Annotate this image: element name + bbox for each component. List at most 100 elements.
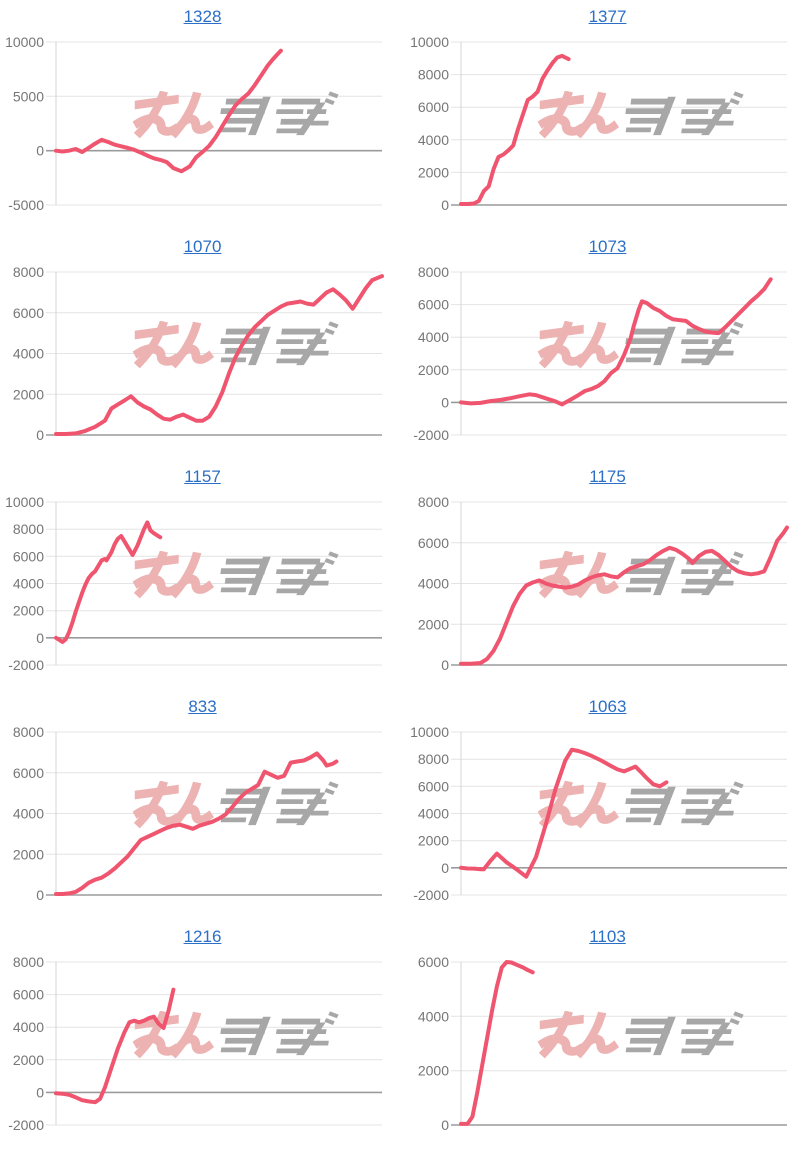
line-chart: 10000 8000 6000 4000 2000 0 -2000: [5, 494, 382, 673]
y-tick-label: -2000: [8, 657, 44, 673]
y-tick-label: 5000: [13, 88, 44, 104]
chart-cell: 1175 8000 6000 4000 2000 0: [405, 460, 810, 690]
y-tick-label: 8000: [418, 264, 449, 280]
data-line: [459, 747, 669, 879]
chart-cell: 1216 8000 6000 4000 2000 0 -2000: [0, 920, 405, 1150]
data-line: [54, 520, 163, 644]
y-tick-label: 2000: [13, 1052, 44, 1068]
y-tick-label: 4000: [418, 132, 449, 148]
data-line: [459, 525, 789, 666]
chart-cell: 1103 6000 4000 2000 0: [405, 920, 810, 1150]
line-chart: 8000 6000 4000 2000 0 -2000: [413, 264, 787, 443]
y-tick-label: 8000: [418, 494, 449, 510]
y-tick-label: 0: [36, 427, 44, 443]
chart-title-link[interactable]: 1063: [588, 697, 627, 716]
line-chart: 8000 6000 4000 2000 0 -2000: [8, 954, 382, 1133]
y-tick-label: 4000: [13, 1019, 44, 1035]
y-tick-label: 0: [36, 630, 44, 646]
y-tick-label: 0: [441, 657, 449, 673]
y-tick-label: 2000: [13, 386, 44, 402]
chart-title-link[interactable]: 1216: [183, 927, 222, 946]
minkabu-watermark-icon: [135, 91, 339, 135]
y-tick-label: 6000: [418, 297, 449, 313]
chart-cell: 1157 10000 8000 6000 4000 2000 0 -2000: [0, 460, 405, 690]
chart-cell: 1328 10000 5000 0 -5000: [0, 0, 405, 230]
y-tick-label: 6000: [13, 548, 44, 564]
y-tick-label: 4000: [13, 346, 44, 362]
chart-title-link[interactable]: 833: [188, 697, 217, 716]
y-tick-label: 6000: [13, 765, 44, 781]
chart-title-link[interactable]: 1157: [184, 467, 221, 486]
minkabu-watermark-icon: [540, 1011, 744, 1055]
y-tick-label: 10000: [5, 34, 44, 50]
chart-title-link[interactable]: 1175: [589, 467, 626, 486]
chart-title-link[interactable]: 1103: [589, 927, 626, 946]
data-line: [54, 987, 176, 1105]
y-tick-label: 4000: [418, 806, 449, 822]
y-tick-label: 0: [441, 394, 449, 410]
y-tick-label: 4000: [13, 806, 44, 822]
y-tick-label: 2000: [418, 616, 449, 632]
minkabu-watermark-icon: [135, 551, 339, 595]
minkabu-watermark-icon: [540, 781, 744, 825]
data-line: [459, 960, 535, 1126]
y-tick-label: -2000: [413, 427, 449, 443]
y-tick-label: 0: [441, 1117, 449, 1133]
data-line: [459, 53, 571, 206]
chart-title-link[interactable]: 1328: [183, 7, 222, 26]
y-tick-label: 6000: [418, 778, 449, 794]
y-tick-label: 4000: [418, 329, 449, 345]
y-tick-label: 8000: [418, 67, 449, 83]
y-tick-label: 0: [36, 143, 44, 159]
chart-cell: 1063 10000 8000 6000 4000 2000 0 -2000: [405, 690, 810, 920]
minkabu-watermark-icon: [540, 91, 744, 135]
chart-title-link[interactable]: 1377: [588, 7, 627, 26]
y-tick-label: 10000: [5, 494, 44, 510]
chart-cell: 1070 8000 6000 4000 2000 0: [0, 230, 405, 460]
data-line: [54, 751, 339, 896]
line-chart: 10000 5000 0 -5000: [5, 34, 382, 213]
line-chart: 8000 6000 4000 2000 0: [13, 724, 382, 903]
y-tick-label: 2000: [418, 362, 449, 378]
y-tick-label: 8000: [13, 954, 44, 970]
y-tick-label: 8000: [13, 264, 44, 280]
data-line: [54, 48, 283, 174]
y-tick-label: 4000: [418, 1008, 449, 1024]
y-tick-label: 0: [36, 1084, 44, 1100]
y-tick-label: -5000: [8, 197, 44, 213]
y-tick-label: 10000: [410, 34, 449, 50]
y-tick-label: 2000: [418, 833, 449, 849]
data-line: [54, 274, 384, 436]
y-tick-label: 10000: [410, 724, 449, 740]
y-tick-label: -2000: [413, 887, 449, 903]
data-line: [459, 277, 773, 407]
y-tick-label: -2000: [8, 1117, 44, 1133]
y-tick-label: 0: [36, 887, 44, 903]
line-chart: 8000 6000 4000 2000 0: [418, 494, 789, 673]
y-tick-label: 8000: [418, 751, 449, 767]
y-tick-label: 4000: [418, 576, 449, 592]
chart-cell: 833 8000 6000 4000 2000 0: [0, 690, 405, 920]
chart-cell: 1073 8000 6000 4000 2000 0 -2000: [405, 230, 810, 460]
y-tick-label: 2000: [418, 164, 449, 180]
chart-cell: 1377 10000 8000 6000 4000 2000 0: [405, 0, 810, 230]
line-chart: 6000 4000 2000 0: [418, 954, 787, 1133]
line-chart: 10000 8000 6000 4000 2000 0: [410, 34, 787, 213]
y-tick-label: 4000: [13, 576, 44, 592]
y-tick-label: 8000: [13, 724, 44, 740]
line-chart: 8000 6000 4000 2000 0: [13, 264, 384, 443]
y-tick-label: 2000: [418, 1063, 449, 1079]
y-tick-label: 2000: [13, 603, 44, 619]
y-tick-label: 6000: [418, 954, 449, 970]
chart-title-link[interactable]: 1070: [183, 237, 222, 256]
y-tick-label: 2000: [13, 846, 44, 862]
y-tick-label: 6000: [13, 305, 44, 321]
line-chart: 10000 8000 6000 4000 2000 0 -2000: [410, 724, 787, 903]
y-tick-label: 6000: [418, 99, 449, 115]
chart-title-link[interactable]: 1073: [588, 237, 627, 256]
y-tick-label: 8000: [13, 521, 44, 537]
y-tick-label: 6000: [418, 535, 449, 551]
y-tick-label: 0: [441, 197, 449, 213]
y-tick-label: 6000: [13, 987, 44, 1003]
